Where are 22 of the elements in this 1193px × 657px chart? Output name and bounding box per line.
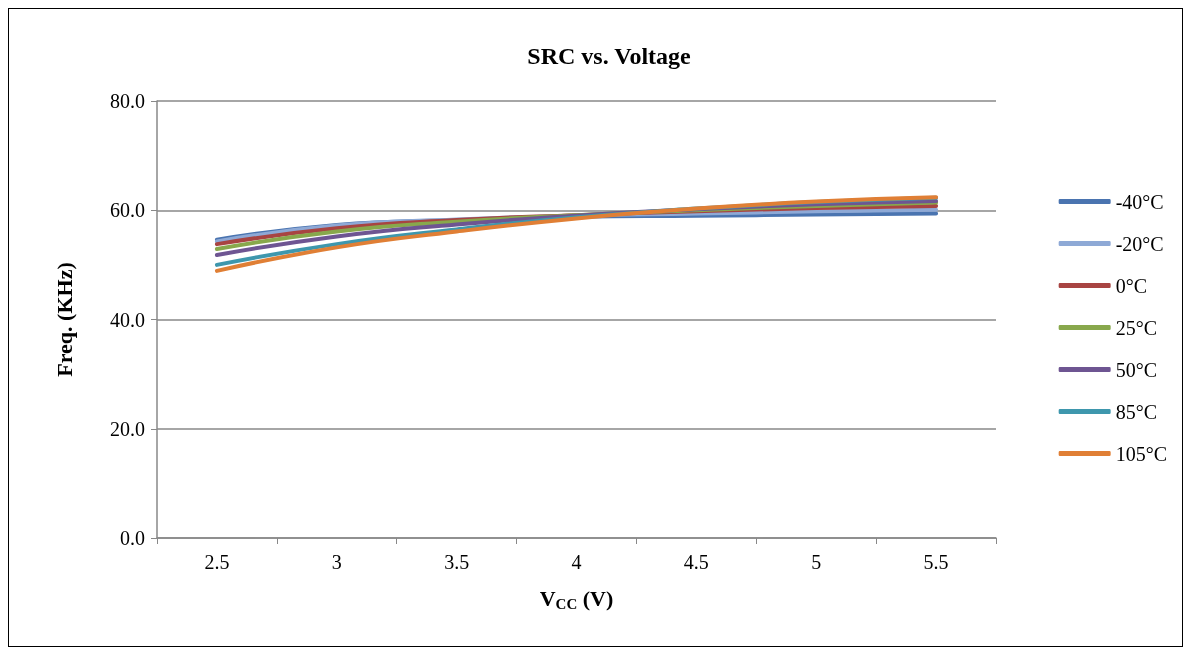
x-tick-label: 4 (571, 551, 582, 573)
x-axis-title: VCC (V) (539, 586, 614, 612)
legend-label: -40°C (1115, 190, 1164, 213)
x-tick-label: 5 (811, 551, 822, 573)
y-tick-label: 0.0 (120, 527, 145, 549)
y-tick-label: 20.0 (110, 417, 145, 440)
legend-label: 0°C (1115, 274, 1148, 297)
legend-label: 50°C (1115, 358, 1158, 381)
y-tick-label: 40.0 (110, 308, 145, 331)
y-tick-label: 60.0 (110, 199, 145, 222)
x-tick-label: 4.5 (683, 551, 709, 573)
legend-label: -20°C (1115, 232, 1164, 255)
x-tick-label: 5.5 (923, 551, 949, 573)
legend-label: 25°C (1115, 316, 1158, 339)
x-tick-label: 3 (331, 551, 342, 573)
y-tick-label: 80.0 (110, 90, 145, 112)
y-axis-title: Freq. (KHz) (51, 262, 77, 377)
x-tick-label: 3.5 (444, 551, 470, 573)
x-tick-label: 2.5 (204, 551, 230, 573)
chart-title: SRC vs. Voltage (527, 43, 692, 69)
legend-label: 105°C (1115, 442, 1168, 465)
legend-label: 85°C (1115, 400, 1158, 423)
